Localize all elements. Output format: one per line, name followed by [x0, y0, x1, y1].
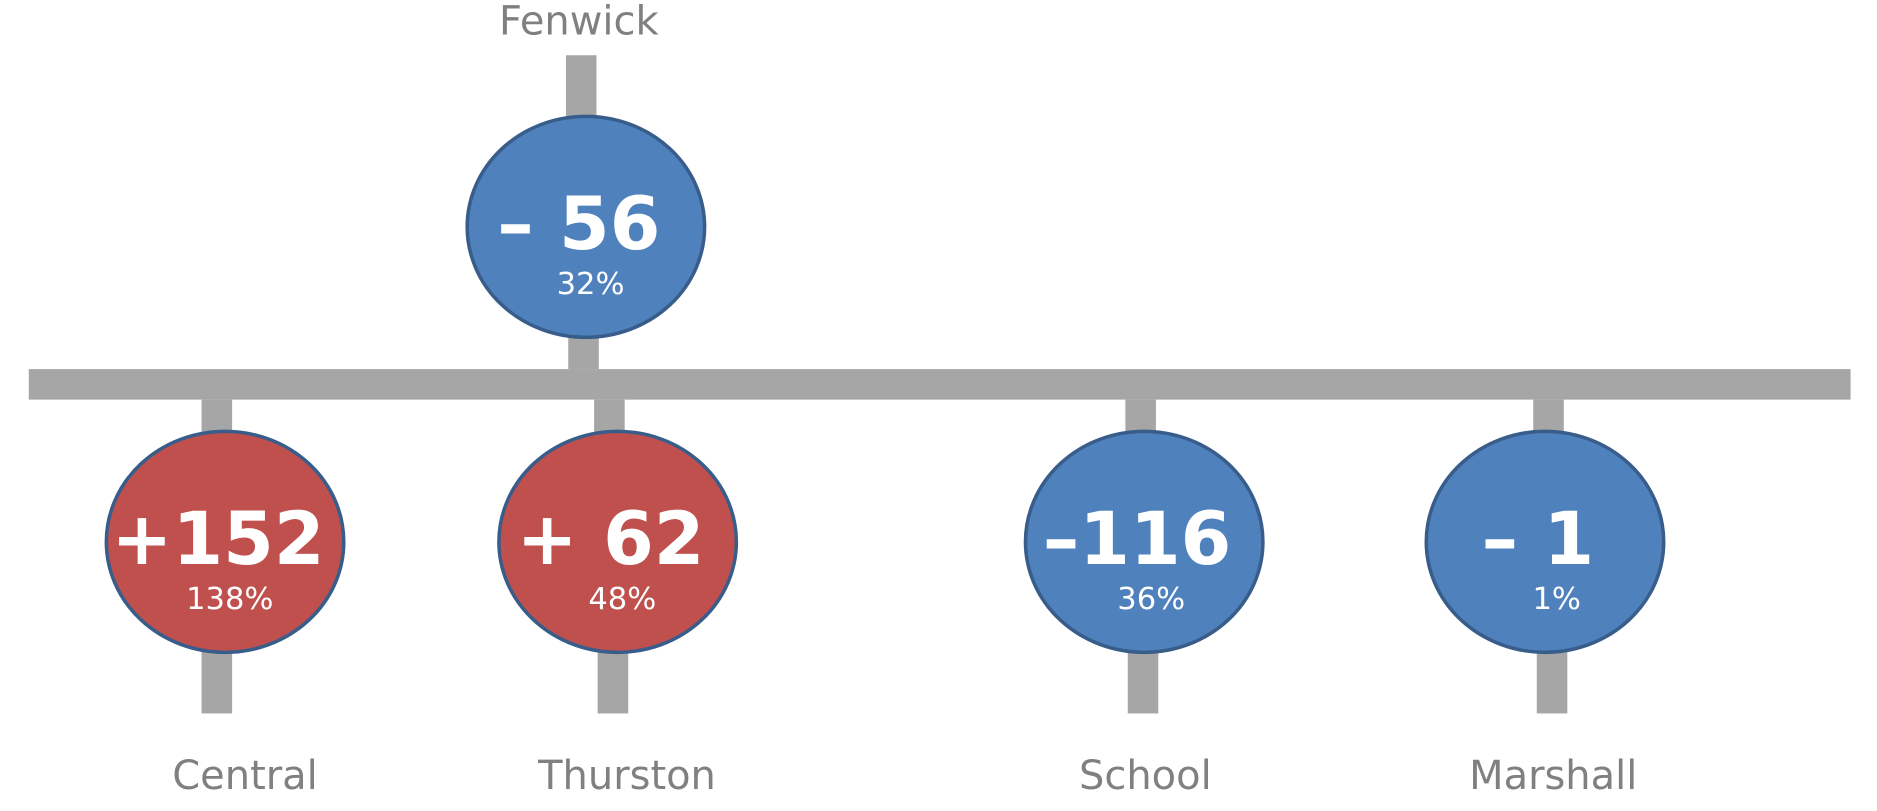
connector [1533, 399, 1564, 433]
node-label: School [1079, 753, 1212, 799]
node-percent: 48% [588, 582, 656, 617]
node-percent: 32% [557, 267, 625, 302]
node-circle [497, 429, 739, 655]
node-label: Thurston [537, 753, 716, 799]
node-label: Marshall [1469, 753, 1637, 799]
node-percent: 36% [1117, 582, 1185, 617]
node-circle [1023, 429, 1265, 655]
node-circle [104, 429, 346, 655]
connector [597, 651, 629, 714]
connector [565, 55, 597, 118]
connector [594, 399, 625, 433]
node-change: + 62 [517, 497, 705, 582]
node-percent: 1% [1533, 582, 1581, 617]
node-label: Central [172, 753, 317, 799]
node-change: – 56 [497, 182, 660, 267]
node-change: +152 [111, 497, 324, 582]
connector [1125, 399, 1156, 433]
node-circle [1424, 429, 1666, 655]
node-label: Fenwick [499, 0, 659, 45]
node-change: –116 [1043, 497, 1232, 582]
connector [568, 337, 599, 370]
node-change: – 1 [1482, 497, 1595, 582]
node-circle [465, 114, 707, 340]
connector [201, 399, 233, 433]
connector [1127, 651, 1159, 714]
main-line [28, 369, 1851, 400]
node-percent: 138% [186, 582, 273, 617]
connector [201, 651, 233, 714]
connector [1536, 651, 1568, 714]
